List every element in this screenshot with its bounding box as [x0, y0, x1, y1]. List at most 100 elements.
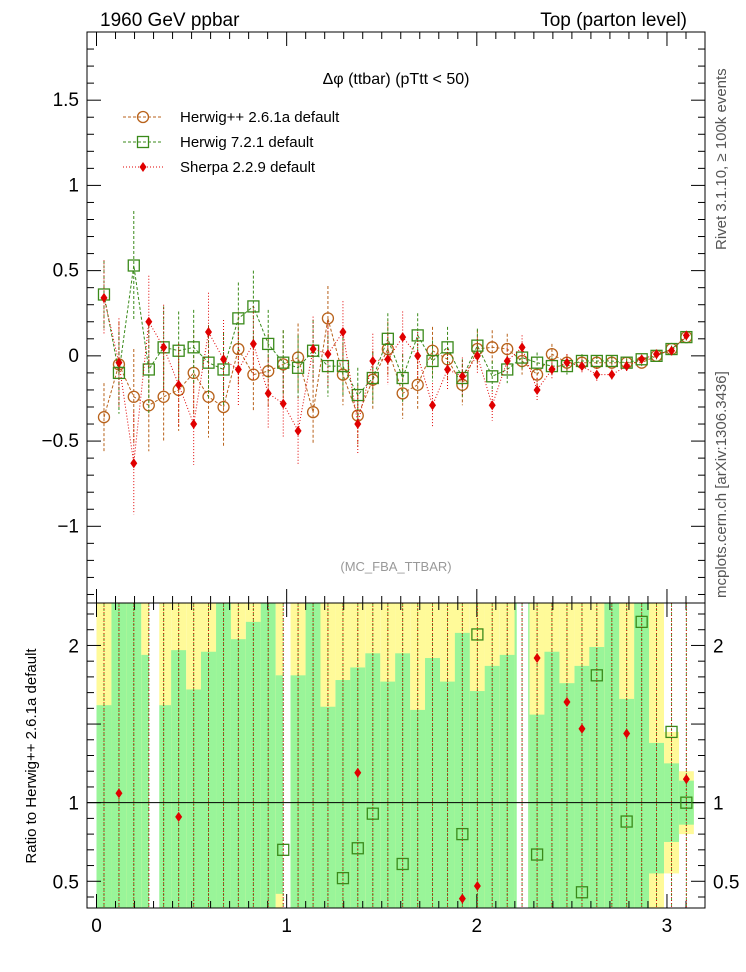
data-point: [130, 458, 138, 469]
y-tick-label: −0.5: [41, 431, 79, 452]
data-point: [635, 353, 648, 366]
header-right: Top (parton level): [540, 10, 687, 31]
band-inner: [96, 705, 112, 908]
data-point: [115, 357, 123, 368]
ratio-y-tick-label-right: 0.5: [713, 872, 739, 893]
ratio-point: [682, 774, 690, 785]
data-point: [414, 350, 422, 361]
data-point: [127, 390, 140, 403]
ratio-point: [680, 796, 693, 809]
data-point: [486, 341, 499, 354]
data-point: [277, 356, 290, 369]
ratio-panel: 0.5 0.5 1 1 2 2 0 1 2 3 Ratio to Herwig++ 2.6.1a…: [23, 602, 739, 937]
x-tick-label: 2: [472, 916, 483, 937]
data-point: [157, 390, 170, 403]
data-point: [384, 354, 392, 365]
ratio-point: [458, 893, 466, 904]
data-point: [262, 337, 275, 351]
data-point: [533, 384, 541, 395]
data-point: [563, 357, 571, 368]
ratio-y-tick-label-right: 1: [713, 794, 724, 815]
data-point: [623, 361, 631, 372]
ratio-series-herwig-7-2-1-default: [103, 603, 693, 908]
data-point: [548, 364, 556, 375]
series-herwig-2-6-1a-default: [97, 285, 693, 452]
data-point: [486, 370, 499, 383]
data-point: [369, 355, 377, 366]
band-gap: [282, 603, 291, 908]
ratio-series-layer: [103, 603, 693, 908]
band-inner: [350, 667, 366, 908]
ratio-y-axis-label: Ratio to Herwig++ 2.6.1a default: [23, 648, 40, 864]
data-point: [264, 388, 272, 399]
header-left: 1960 GeV ppbar: [100, 10, 240, 31]
data-point: [354, 419, 362, 430]
series-herwig-7-2-1-default: [97, 210, 693, 423]
data-point: [501, 342, 514, 356]
data-point: [205, 326, 213, 337]
data-point: [187, 341, 200, 354]
data-point: [127, 259, 140, 272]
plot-title: Δφ (ttbar) (pTtt < 50): [323, 71, 470, 88]
legend: Herwig++ 2.6.1a default Herwig 7.2.1 def…: [123, 109, 340, 176]
ratio-point: [336, 871, 350, 885]
band-inner: [290, 675, 306, 908]
ratio-y-tick-label: 2: [68, 636, 79, 657]
data-point: [682, 330, 690, 341]
ratio-point: [473, 880, 481, 891]
data-point: [220, 354, 228, 365]
legend-entry-herwig7: Herwig 7.2.1 default: [123, 134, 314, 151]
main-panel: −1 −0.5 0 0.5 1 1.5 Δφ (ttbar) (pTtt < 50) (M…: [41, 31, 706, 604]
data-point: [593, 369, 601, 380]
ratio-y-tick-label: 0.5: [53, 872, 79, 893]
data-point: [232, 312, 245, 325]
data-point: [100, 292, 108, 303]
data-point: [411, 378, 424, 391]
side-rivet-label: Rivet 3.1.10, ≥ 100k events: [713, 68, 730, 250]
main-y-tick-labels: −1 −0.5 0 0.5 1 1.5: [41, 90, 79, 537]
ratio-point: [533, 653, 541, 664]
data-point: [590, 354, 603, 368]
ratio-frame: [86, 602, 706, 909]
data-point: [247, 300, 260, 313]
band-inner: [499, 654, 515, 908]
data-point: [608, 369, 616, 380]
x-tick-label: 1: [281, 916, 292, 937]
ratio-y-tick-label-right: 2: [713, 636, 724, 657]
data-point: [653, 349, 661, 360]
ratio-point: [175, 811, 183, 822]
data-point: [247, 368, 260, 381]
data-point: [396, 371, 409, 385]
data-point: [578, 361, 586, 372]
ratio-point: [623, 728, 631, 739]
data-point: [458, 371, 466, 382]
data-point: [351, 388, 364, 402]
data-point: [97, 411, 111, 424]
data-point: [309, 344, 317, 355]
series-line: [103, 318, 687, 418]
analysis-tag: (MC_FBA_TTBAR): [340, 559, 451, 574]
data-point: [381, 332, 394, 345]
data-point: [321, 312, 335, 325]
data-point: [324, 349, 332, 360]
data-point: [503, 355, 511, 366]
legend-entry-herwigpp: Herwig++ 2.6.1a default: [123, 109, 340, 126]
data-point: [160, 342, 168, 353]
data-point: [306, 405, 320, 419]
ratio-point: [351, 842, 364, 855]
ratio-point: [578, 723, 586, 734]
data-point: [321, 359, 335, 373]
y-tick-label: 1.5: [53, 90, 79, 111]
y-tick-label: 0.5: [53, 261, 79, 282]
band-gap: [148, 603, 160, 908]
y-tick-label: 1: [68, 175, 79, 196]
data-point: [530, 356, 544, 369]
data-point: [638, 354, 646, 365]
data-point: [426, 354, 439, 368]
main-ticks: [87, 32, 705, 603]
side-mcplots-label: mcplots.cern.ch [arXiv:1306.3436]: [713, 371, 730, 598]
data-point: [249, 338, 257, 349]
ratio-point: [563, 697, 571, 708]
y-tick-label: −1: [57, 516, 79, 537]
data-point: [234, 364, 242, 375]
